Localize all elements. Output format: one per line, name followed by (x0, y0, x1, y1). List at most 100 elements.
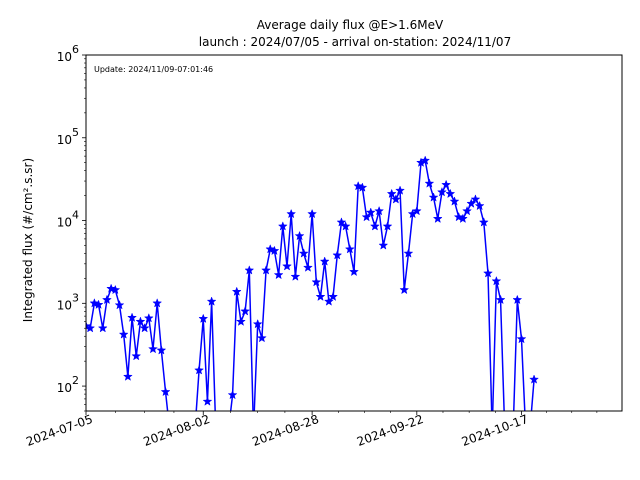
data-point (328, 291, 339, 301)
y-tick-label: 102 (57, 374, 79, 395)
x-tick-label: 2024-09-22 (355, 412, 425, 449)
data-point (441, 179, 452, 190)
x-tick-label: 2024-08-02 (141, 412, 211, 449)
data-point (294, 230, 305, 241)
data-point (106, 283, 117, 293)
data-point (93, 299, 104, 309)
data-point (399, 284, 410, 295)
data-point (265, 244, 276, 254)
data-point (395, 185, 406, 195)
data-point (86, 323, 96, 333)
data-point (453, 211, 464, 222)
y-axis-label: Integrated flux (#/cm².s.sr) (21, 158, 35, 322)
data-point (160, 386, 171, 397)
data-point (290, 271, 301, 281)
series-line (491, 281, 505, 411)
data-point (286, 208, 297, 219)
data-point (445, 188, 456, 199)
data-point (386, 188, 397, 199)
data-point (340, 221, 351, 231)
chart-subtitle: launch : 2024/07/05 - arrival on-station… (199, 35, 511, 49)
data-point (227, 389, 238, 400)
y-tick-label: 106 (57, 43, 79, 64)
data-point (101, 294, 112, 305)
series-line (530, 379, 535, 411)
axes-frame (85, 54, 623, 412)
data-point (110, 284, 121, 295)
y-tick-label: 105 (57, 126, 79, 147)
data-point (302, 262, 313, 272)
data-point (235, 316, 246, 326)
data-point (336, 217, 347, 227)
update-annotation: Update: 2024/11/09-07:01:46 (94, 65, 213, 74)
data-point (240, 306, 251, 316)
data-point (311, 276, 322, 287)
data-point (428, 192, 439, 202)
data-point (332, 250, 343, 260)
data-point (470, 194, 481, 204)
series-line (86, 287, 169, 411)
data-point (122, 371, 133, 381)
data-point (478, 217, 489, 227)
data-point (361, 211, 372, 222)
data-point (307, 208, 318, 219)
data-point (135, 316, 146, 326)
data-point (202, 396, 213, 406)
data-point (156, 345, 167, 355)
data-point (131, 350, 142, 361)
data-point (374, 205, 385, 216)
data-point (114, 299, 125, 310)
data-point (420, 155, 431, 165)
data-point (449, 196, 460, 206)
data-point (529, 374, 540, 384)
data-point (349, 266, 359, 277)
data-point (474, 200, 485, 211)
data-point (432, 213, 443, 224)
data-point (244, 265, 255, 275)
data-point (319, 256, 330, 266)
series-group (86, 155, 540, 411)
data-point (206, 296, 217, 306)
data-point (516, 333, 527, 344)
data-point (231, 286, 242, 296)
data-point (139, 323, 150, 333)
data-point (403, 248, 414, 258)
data-point (118, 329, 129, 339)
data-point (357, 182, 368, 192)
data-point (390, 194, 401, 204)
plot-area: 102 103 104 105 106 2024-07-05 2024-08-02 2024-… (24, 43, 623, 449)
data-point (365, 207, 376, 217)
x-tick-label: 2024-10-17 (460, 412, 530, 449)
data-point (315, 291, 326, 301)
data-point (462, 205, 473, 216)
data-point (194, 365, 205, 375)
data-point (436, 186, 447, 197)
data-point (143, 313, 154, 323)
data-point (252, 318, 263, 329)
y-tick-label: 103 (57, 291, 79, 312)
data-point (344, 244, 355, 254)
x-tick-label: 2024-07-05 (24, 412, 94, 449)
data-point (152, 298, 163, 308)
data-point (256, 332, 267, 343)
x-tick-label: 2024-08-28 (250, 412, 320, 449)
y-tick-label: 104 (57, 209, 79, 230)
data-point (495, 294, 506, 305)
data-point (269, 245, 280, 256)
data-point (323, 296, 334, 306)
data-point (411, 205, 422, 216)
data-point (382, 221, 393, 231)
series-line (513, 299, 526, 411)
data-point (127, 312, 138, 322)
data-point (198, 313, 209, 324)
data-point (457, 213, 468, 224)
series-line (195, 301, 216, 411)
data-point (97, 323, 108, 333)
data-point (298, 248, 309, 258)
data-point (273, 269, 284, 280)
chart-title: Average daily flux @E>1.6MeV (257, 18, 444, 32)
data-point (148, 343, 158, 354)
data-point (424, 178, 435, 188)
data-point (491, 275, 502, 286)
data-point (369, 221, 380, 231)
